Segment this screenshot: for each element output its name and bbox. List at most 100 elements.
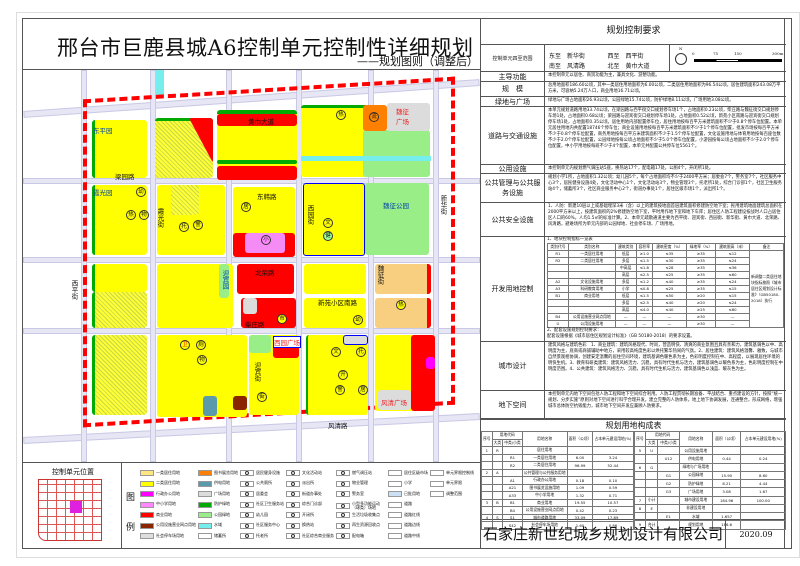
table-cell: ≤36 [715,264,750,272]
table-cell: ≤4.0 [635,306,654,314]
parcel-commercial[interactable] [237,264,294,294]
parcel-commercial[interactable] [411,335,435,411]
parcel-admin[interactable] [426,357,435,369]
parcel-residential[interactable] [92,120,147,178]
table-cell: R2 [547,257,569,265]
map-label: 西园广场 [273,336,301,348]
heating-station-icon[interactable]: 热 [336,110,346,120]
table-cell: 公用设施用地 [678,445,713,456]
table-cell: ≤2.5 [635,299,654,307]
row-public-service: 公共管理与公共服务设施 规划小学1所，占地面积1.32公顷；幼儿园5个，每个占地面… [481,174,786,203]
parcel-plaza[interactable] [387,103,430,131]
parcel-parking[interactable] [343,335,368,345]
legend-swatch [286,512,300,518]
parcel-residential[interactable] [92,185,147,255]
legend-label: 公园绿地 [214,511,230,517]
police-icon[interactable]: 警 [335,385,345,395]
table-cell: 中高层 [614,264,637,272]
culture-station-icon[interactable]: 文 [323,218,333,228]
table-cell [633,454,647,464]
parcel-commercial[interactable] [217,114,297,126]
row-heading: 公共管理与公共服务设施 [481,174,545,202]
legend-item: 幼儿园 [240,512,285,518]
heating-station-icon[interactable]: 热 [396,300,406,310]
table-header-cell: 建筑类别 [614,243,637,251]
parcel-approved[interactable] [171,185,199,215]
bounds-grid: 东至 新华街 西至 西平街 南至 风清路 北至 黄巾大道 [545,45,670,71]
legend-item: 综合门诊部 [286,501,335,508]
parcel-approved[interactable] [92,292,147,328]
parcel-plaza[interactable] [378,390,411,410]
table-cell [566,446,594,455]
table-cell [657,495,680,505]
parcel-park[interactable] [249,335,271,353]
table-cell: 2 [481,468,493,477]
parcel-commercial[interactable] [273,346,299,358]
subdistrict-office-icon[interactable]: 街 [257,392,267,402]
table-cell [567,264,616,272]
table-cell [547,271,569,279]
parcel-residential[interactable] [92,264,147,292]
kindergarten-icon[interactable]: 幼 [353,315,363,325]
legend-label: 警务室 [352,490,364,496]
elderly-care-icon[interactable]: 托 [356,347,366,357]
table-cell: R1 [502,453,523,462]
switch-station-icon[interactable]: 开 [338,370,348,380]
parcel-residential-class1[interactable] [375,264,431,294]
property-management-icon[interactable]: 物 [139,210,149,220]
parcel-green[interactable] [217,160,297,164]
clinic-icon[interactable]: 卫 [180,340,190,350]
fitness-icon[interactable]: 健 [323,231,333,241]
land-use-map[interactable]: 东平园 梁园路 霞光园 霞光街 黄巾大道 东韩路 西园街 魏征广场 魏征公园 新… [23,70,480,462]
table-cell [657,462,680,472]
parcel-commercial[interactable] [217,166,297,180]
table-header-cell: 占本单元建设用地(%) [592,431,634,447]
property-management-icon[interactable]: 物 [197,355,207,365]
library-icon[interactable]: 流 [369,112,379,122]
parcel-residential[interactable] [303,183,365,256]
parcel-park[interactable] [363,130,430,177]
kindergarten-icon[interactable]: 幼 [136,187,146,197]
table-cell: 多层 [614,299,637,307]
table-header-cell: 用地名称 [678,431,713,447]
parcel-park[interactable] [365,183,429,255]
company-name: 石家庄新世纪城乡规划设计有限公司 [481,520,726,549]
legend-label: 道路 [404,501,412,507]
parcel-utility-outlet[interactable] [233,396,247,410]
legend-item: 换热站 [286,522,335,529]
table-cell: — [635,313,654,321]
table-cell: 图书展览设施用地 [521,483,568,492]
table-cell: ≤1.5 [635,292,654,300]
table-row: B4 公用设施营业网点用地 0.42 0.23 [481,506,634,515]
culture-station-icon[interactable]: 文 [331,347,341,357]
legend-item: 单元界限 [430,480,479,487]
elderly-care-icon[interactable]: 托 [179,222,189,232]
market-icon[interactable]: 市 [277,314,287,324]
legend-label: 中小学用地 [156,501,176,507]
primary-school-icon[interactable]: 小 [261,235,271,245]
toilet-icon[interactable]: 厕 [196,340,206,350]
parcel-parking[interactable] [243,298,257,314]
table-cell: 二类居住用地 [567,257,616,265]
legend-swatch [286,480,300,487]
parcel-approved[interactable] [92,335,147,415]
committee-icon[interactable]: 居 [241,202,251,212]
heating-station-icon[interactable]: 热 [126,210,136,220]
legend-label: 商业用地 [156,511,172,517]
legend-swatch [140,533,154,539]
table-header-cell: 类别代号 [547,243,569,251]
map-label: 霞光园 [93,189,113,197]
table-cell: ≥20 [685,299,717,307]
committee-icon[interactable]: 居 [358,385,368,395]
legend-swatch [336,480,350,487]
parcel-park[interactable] [219,264,229,298]
table-cell: 广场用地 [678,487,713,497]
parcel-residential[interactable] [304,264,366,294]
table-cell: 行政办公用地 [521,476,568,485]
legend-label: 广场用地 [214,490,230,496]
table-cell: ≤2.5 [635,271,654,279]
table-header-cell: 序号 [481,431,493,447]
legend-swatch [388,470,402,476]
police-icon[interactable]: 警 [193,220,203,230]
parcel-power[interactable] [203,396,217,416]
